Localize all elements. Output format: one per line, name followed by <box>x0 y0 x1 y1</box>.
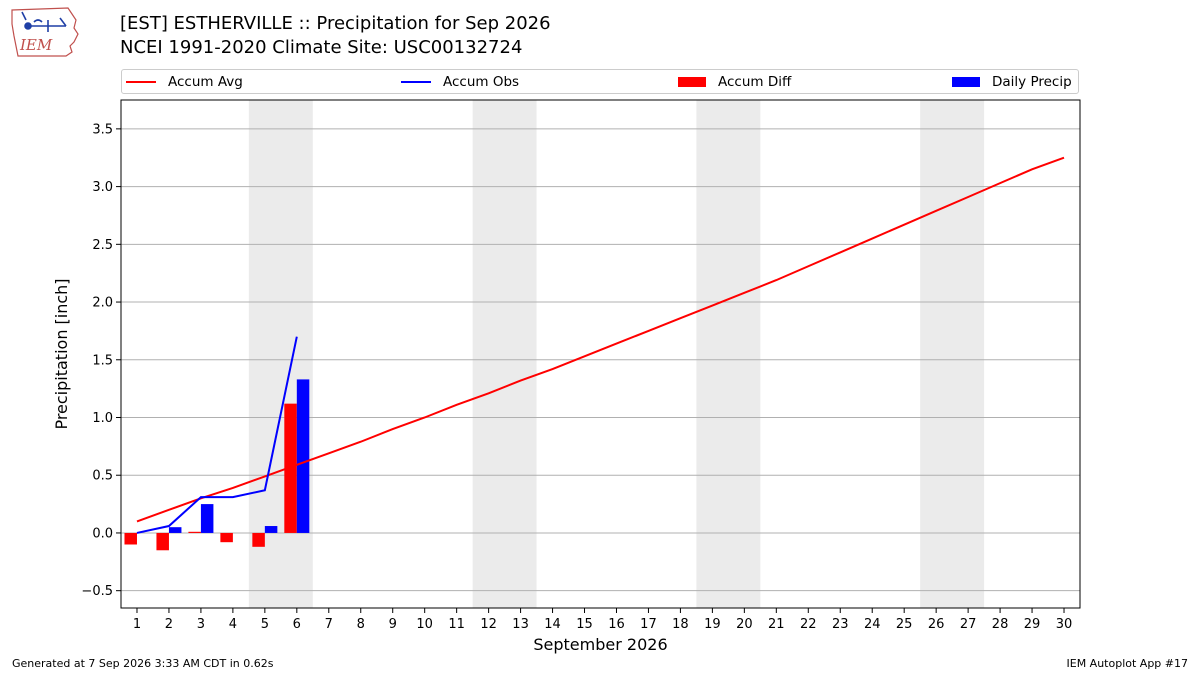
legend-item-accum-obs: Accum Obs <box>401 70 519 94</box>
legend-swatch-accum-diff <box>678 77 706 87</box>
x-tick-label: 27 <box>960 617 977 632</box>
x-tick-label: 13 <box>512 617 529 632</box>
weekend-band <box>920 100 985 608</box>
x-tick-label: 1 <box>133 617 141 632</box>
x-tick-label: 18 <box>672 617 689 632</box>
x-axis-label: September 2026 <box>533 635 667 654</box>
y-tick-label: 1.5 <box>92 353 113 368</box>
weather-station-icon <box>21 11 67 32</box>
x-tick-label: 25 <box>896 617 913 632</box>
y-tick-label: −0.5 <box>81 584 113 599</box>
legend-swatch-accum-avg <box>126 81 156 83</box>
x-tick-label: 22 <box>800 617 817 632</box>
daily-precip-bar <box>200 504 214 533</box>
legend-item-accum-avg: Accum Avg <box>126 70 243 94</box>
x-tick-label: 19 <box>704 617 721 632</box>
x-tick-label: 10 <box>416 617 433 632</box>
accum-diff-bar <box>220 532 233 543</box>
x-tick-label: 15 <box>576 617 593 632</box>
y-tick-label: 1.0 <box>92 411 113 426</box>
x-tick-label: 21 <box>768 617 785 632</box>
x-tick-label: 20 <box>736 617 753 632</box>
x-tick-label: 16 <box>608 617 625 632</box>
x-tick-label: 3 <box>197 617 205 632</box>
x-tick-label: 9 <box>389 617 397 632</box>
x-tick-label: 11 <box>448 617 465 632</box>
x-tick-label: 17 <box>640 617 657 632</box>
weekend-band <box>472 100 537 608</box>
legend-item-daily-precip: Daily Precip <box>952 70 1072 94</box>
x-tick-label: 2 <box>165 617 173 632</box>
generated-note: Generated at 7 Sep 2026 3:33 AM CDT in 0… <box>12 657 274 670</box>
y-tick-label: 0.0 <box>92 526 113 541</box>
accum-avg-line <box>136 156 1065 523</box>
iem-logo: IEM <box>11 7 79 57</box>
x-tick-label: 4 <box>229 617 237 632</box>
accum-diff-bar <box>252 532 265 547</box>
chart-title: [EST] ESTHERVILLE :: Precipitation for S… <box>120 13 551 34</box>
x-tick-label: 28 <box>992 617 1009 632</box>
x-tick-label: 29 <box>1024 617 1041 632</box>
x-tick-label: 24 <box>864 617 881 632</box>
y-tick-label: 3.0 <box>92 180 113 195</box>
y-tick-label: 3.5 <box>92 122 113 137</box>
legend-swatch-daily-precip <box>952 77 980 87</box>
x-tick-label: 26 <box>928 617 945 632</box>
legend-label-daily-precip: Daily Precip <box>992 74 1072 90</box>
y-axis-label: Precipitation [inch] <box>52 278 71 429</box>
legend-label-accum-obs: Accum Obs <box>443 74 520 90</box>
logo-text: IEM <box>19 36 53 54</box>
accum-diff-bar <box>188 531 201 533</box>
accum-obs-line <box>136 336 298 534</box>
y-tick-label: 2.0 <box>92 296 113 311</box>
y-tick-label: 0.5 <box>92 469 113 484</box>
chart-legend: Accum Avg Accum Obs Accum Diff Daily Pre… <box>121 69 1079 94</box>
legend-item-accum-diff: Accum Diff <box>678 70 791 94</box>
accum-diff-bar <box>156 532 169 551</box>
daily-precip-bar <box>296 379 310 533</box>
x-tick-label: 14 <box>544 617 561 632</box>
x-tick-label: 23 <box>832 617 849 632</box>
daily-precip-bar <box>168 527 182 533</box>
legend-label-accum-avg: Accum Avg <box>168 74 243 90</box>
accum-diff-bar <box>284 403 297 533</box>
app-note: IEM Autoplot App #17 <box>1066 657 1189 670</box>
x-tick-label: 30 <box>1056 617 1073 632</box>
x-tick-label: 8 <box>357 617 365 632</box>
x-tick-label: 7 <box>325 617 333 632</box>
plot-frame <box>120 99 1081 609</box>
legend-swatch-accum-obs <box>401 81 431 83</box>
legend-label-accum-diff: Accum Diff <box>718 74 792 90</box>
weekend-band <box>696 100 761 608</box>
daily-precip-bar <box>264 526 278 533</box>
x-tick-label: 12 <box>480 617 497 632</box>
accum-diff-bar <box>124 532 137 545</box>
x-tick-label: 5 <box>261 617 269 632</box>
y-tick-label: 2.5 <box>92 238 113 253</box>
x-tick-label: 6 <box>293 617 301 632</box>
chart-subtitle: NCEI 1991-2020 Climate Site: USC00132724 <box>120 37 523 58</box>
